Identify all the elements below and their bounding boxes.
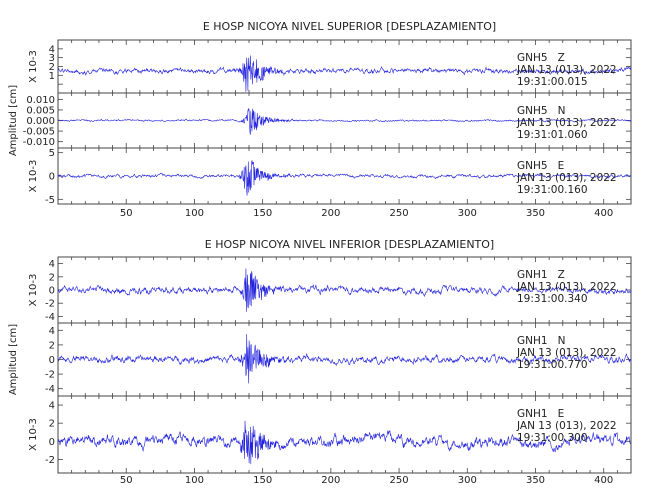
x-tick-label: 350 xyxy=(526,475,545,486)
y-tick-label: 4 xyxy=(49,44,55,55)
waveform-series xyxy=(57,55,632,92)
chart-1: E HOSP NICOYA NIVEL SUPERIOR [DESPLAZAMI… xyxy=(8,20,632,219)
y-tick-label: -4 xyxy=(45,312,55,323)
y-axis-label: Amplitud [cm] xyxy=(8,324,19,395)
y-tick-label: 2 xyxy=(49,272,55,283)
time-label: 19:31:00.160 xyxy=(517,184,588,196)
y-tick-label: 4 xyxy=(49,401,55,412)
y-scale-label: X 10-3 xyxy=(28,160,39,193)
time-label: 19:31:00.770 xyxy=(517,359,588,371)
date-label: JAN 13 (013), 2022 xyxy=(516,281,617,293)
y-tick-label: 0 xyxy=(49,172,55,183)
y-tick-label: 3 xyxy=(49,53,55,64)
date-label: JAN 13 (013), 2022 xyxy=(516,64,617,76)
channel-label: GNH1 E xyxy=(517,408,564,420)
waveform-series xyxy=(57,420,631,465)
x-tick-label: 50 xyxy=(120,208,133,219)
y-tick-label: 0 xyxy=(49,286,55,297)
y-tick-label: -2 xyxy=(45,370,55,381)
x-tick-label: 50 xyxy=(120,475,133,486)
y-tick-label: -2 xyxy=(45,299,55,310)
x-tick-label: 200 xyxy=(321,208,340,219)
waveform-series xyxy=(57,268,632,312)
x-tick-label: 100 xyxy=(185,475,204,486)
x-tick-label: 300 xyxy=(458,208,477,219)
time-label: 19:31:01.060 xyxy=(517,129,588,141)
channel-label: GNH5 N xyxy=(517,105,565,117)
date-label: JAN 13 (013), 2022 xyxy=(516,172,617,184)
waveform-series xyxy=(57,159,632,196)
x-tick-label: 400 xyxy=(594,208,613,219)
y-tick-label: 0 xyxy=(49,437,55,448)
channel-label: GNH1 N xyxy=(517,335,565,347)
x-tick-label: 250 xyxy=(390,208,409,219)
y-tick-label: -0.005 xyxy=(23,127,55,138)
waveform-series xyxy=(57,334,632,384)
y-tick-label: -4 xyxy=(45,384,55,395)
channel-label: GNH5 Z xyxy=(517,52,565,64)
x-tick-label: 400 xyxy=(594,475,613,486)
y-tick-label: 2 xyxy=(49,62,55,73)
channel-label: GNH5 E xyxy=(517,160,564,172)
y-scale-label: X 10-3 xyxy=(28,274,39,307)
y-tick-label: -2 xyxy=(45,455,55,466)
y-tick-label: -5 xyxy=(45,195,55,206)
x-tick-label: 150 xyxy=(253,475,272,486)
date-label: JAN 13 (013), 2022 xyxy=(516,347,617,359)
y-tick-label: 0 xyxy=(49,355,55,366)
date-label: JAN 13 (013), 2022 xyxy=(516,420,617,432)
y-scale-label: X 10-3 xyxy=(28,50,39,83)
x-tick-label: 300 xyxy=(458,475,477,486)
y-tick-label: 2 xyxy=(49,419,55,430)
y-tick-label: 5 xyxy=(49,148,55,159)
y-tick-label: 4 xyxy=(49,326,55,337)
y-axis-label: Amplitud [cm] xyxy=(8,85,19,156)
chart-title: E HOSP NICOYA NIVEL SUPERIOR [DESPLAZAMI… xyxy=(203,20,496,33)
y-tick-label: -0.010 xyxy=(23,137,55,148)
time-label: 19:31:00.300 xyxy=(517,432,588,444)
y-tick-label: 0.005 xyxy=(26,105,55,116)
y-tick-label: 1 xyxy=(49,71,55,82)
chart-2: E HOSP NICOYA NIVEL INFERIOR [DESPLAZAMI… xyxy=(8,238,632,486)
date-label: JAN 13 (013), 2022 xyxy=(516,117,617,129)
x-tick-label: 250 xyxy=(390,475,409,486)
y-tick-label: 0.000 xyxy=(26,116,55,127)
chart-title: E HOSP NICOYA NIVEL INFERIOR [DESPLAZAMI… xyxy=(205,238,494,251)
x-tick-label: 150 xyxy=(253,208,272,219)
x-tick-label: 200 xyxy=(321,475,340,486)
y-scale-label: X 10-3 xyxy=(28,418,39,451)
y-tick-label: 4 xyxy=(49,259,55,270)
x-tick-label: 100 xyxy=(185,208,204,219)
channel-label: GNH1 Z xyxy=(517,269,565,281)
time-label: 19:31:00.015 xyxy=(517,76,588,88)
time-label: 19:31:00.340 xyxy=(517,293,588,305)
y-tick-label: 2 xyxy=(49,340,55,351)
waveform-series xyxy=(57,107,632,135)
x-tick-label: 350 xyxy=(526,208,545,219)
y-tick-label: 0.010 xyxy=(26,95,55,106)
